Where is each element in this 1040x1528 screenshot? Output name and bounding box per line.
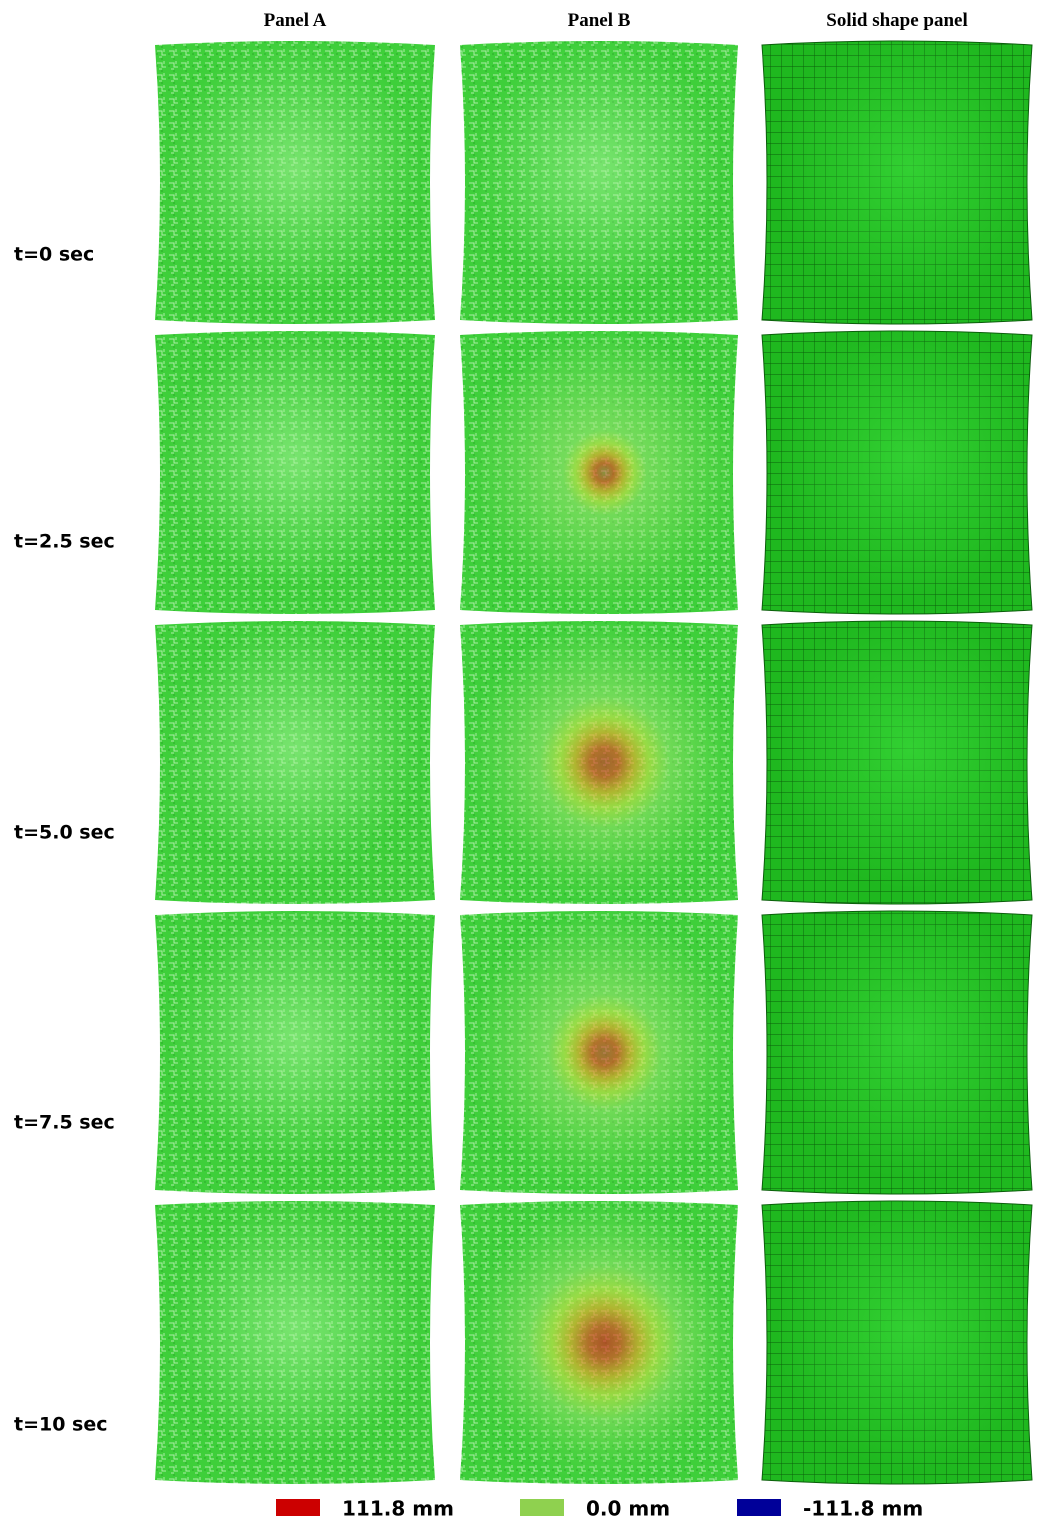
contour-mesh: [460, 331, 738, 614]
legend-label: -111.8 mm: [803, 1497, 923, 1521]
row-label: t=0 sec: [14, 244, 94, 266]
panel: [761, 1200, 1033, 1485]
column-header: Solid shape panel: [826, 10, 968, 31]
legend-swatch: [737, 1499, 781, 1516]
contour-mesh: [460, 1201, 738, 1484]
column-header: Panel A: [264, 10, 327, 31]
legend-label: 0.0 mm: [586, 1497, 670, 1521]
legend-swatch: [520, 1499, 564, 1516]
panel-glow: [155, 621, 435, 904]
panel-glow: [762, 1201, 1032, 1484]
panel: [761, 40, 1033, 325]
panel: [155, 331, 435, 614]
panel: [155, 911, 435, 1194]
column-header: Panel B: [568, 10, 631, 31]
panel-glow: [155, 41, 435, 324]
panel-glow: [762, 911, 1032, 1194]
panel: [155, 1201, 435, 1484]
panel-glow: [155, 1201, 435, 1484]
panel: [460, 41, 738, 324]
panel-glow: [155, 331, 435, 614]
row-label: t=10 sec: [14, 1414, 108, 1436]
panel: [460, 911, 738, 1194]
panel-glow: [762, 331, 1032, 614]
panel: [155, 41, 435, 324]
row-label: t=5.0 sec: [14, 822, 115, 844]
legend-label: 111.8 mm: [342, 1497, 454, 1521]
panel: [460, 621, 738, 904]
panel-glow: [460, 41, 738, 324]
panel: [155, 621, 435, 904]
contour-mesh: [460, 911, 738, 1194]
panel: [761, 620, 1033, 905]
row-label: t=2.5 sec: [14, 531, 115, 553]
panel: [761, 910, 1033, 1195]
row-label: t=7.5 sec: [14, 1112, 115, 1134]
panel-glow: [762, 41, 1032, 324]
panel: [460, 331, 738, 614]
panel-glow: [155, 911, 435, 1194]
legend-swatch: [276, 1499, 320, 1516]
contour-mesh: [460, 621, 738, 904]
panel: [460, 1201, 738, 1484]
panel-glow: [762, 621, 1032, 904]
panel: [761, 330, 1033, 615]
